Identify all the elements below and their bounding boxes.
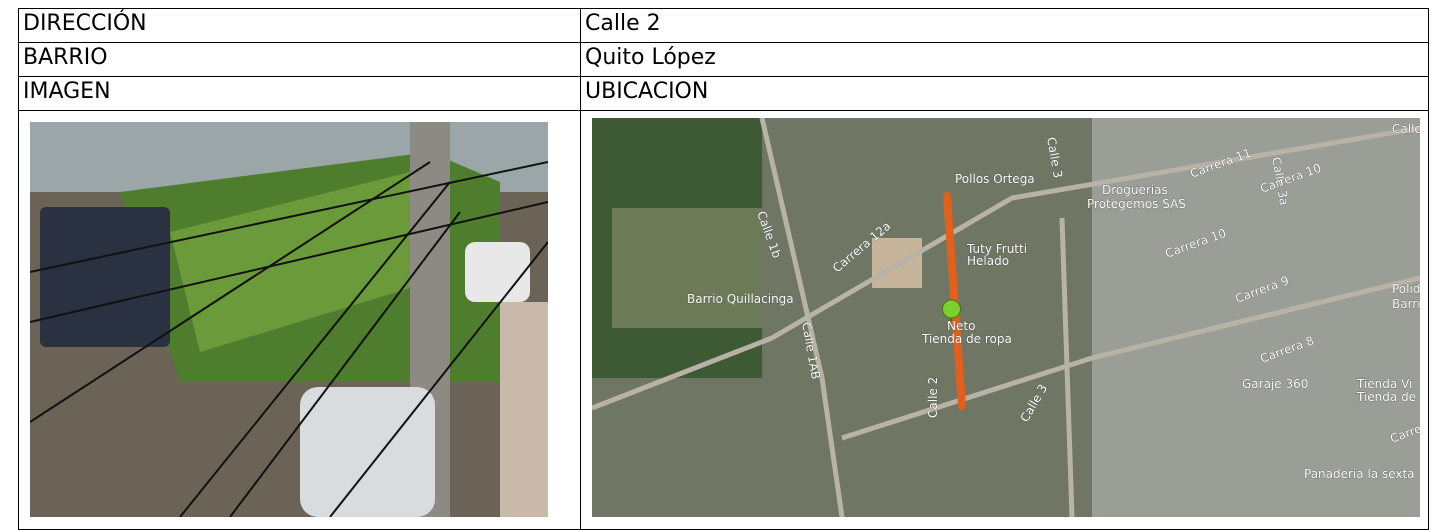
- pin: [942, 299, 961, 331]
- map-label: Polid: [1392, 282, 1420, 296]
- value-cell: Quito López: [580, 42, 1429, 77]
- map-label: Helado: [967, 254, 1009, 268]
- map-label: Calle 2: [926, 377, 940, 418]
- map-label: Barrio Quillacinga: [687, 292, 794, 306]
- map-label: Pollos Ortega: [955, 172, 1035, 186]
- map-label: Neto: [947, 319, 975, 333]
- value-cell: Calle 2: [580, 8, 1429, 43]
- map-label: Tuty Frutti: [966, 242, 1027, 256]
- label-cell: DIRECCIÓN: [18, 8, 581, 43]
- label-cell: IMAGEN: [18, 76, 581, 111]
- map-label: Tienda de ro: [1356, 390, 1420, 404]
- label-cell: BARRIO: [18, 42, 581, 77]
- map-label: Calle: [1392, 122, 1420, 136]
- map-label: Droguerias: [1102, 183, 1168, 197]
- map-label: Tienda Vi: [1356, 377, 1412, 391]
- map-label: Protegemos SAS: [1087, 197, 1186, 211]
- page: DIRECCIÓN Calle 2 BARRIO Quito López IMA…: [18, 8, 1429, 530]
- street-photo: [30, 122, 548, 517]
- map-label: Panaderia la sexta: [1304, 467, 1415, 481]
- map-label: Tienda de ropa: [921, 332, 1012, 346]
- map-label: Garaje 360: [1242, 377, 1308, 391]
- map-label: Barrio: [1392, 297, 1420, 311]
- value-cell: UBICACION: [580, 76, 1429, 111]
